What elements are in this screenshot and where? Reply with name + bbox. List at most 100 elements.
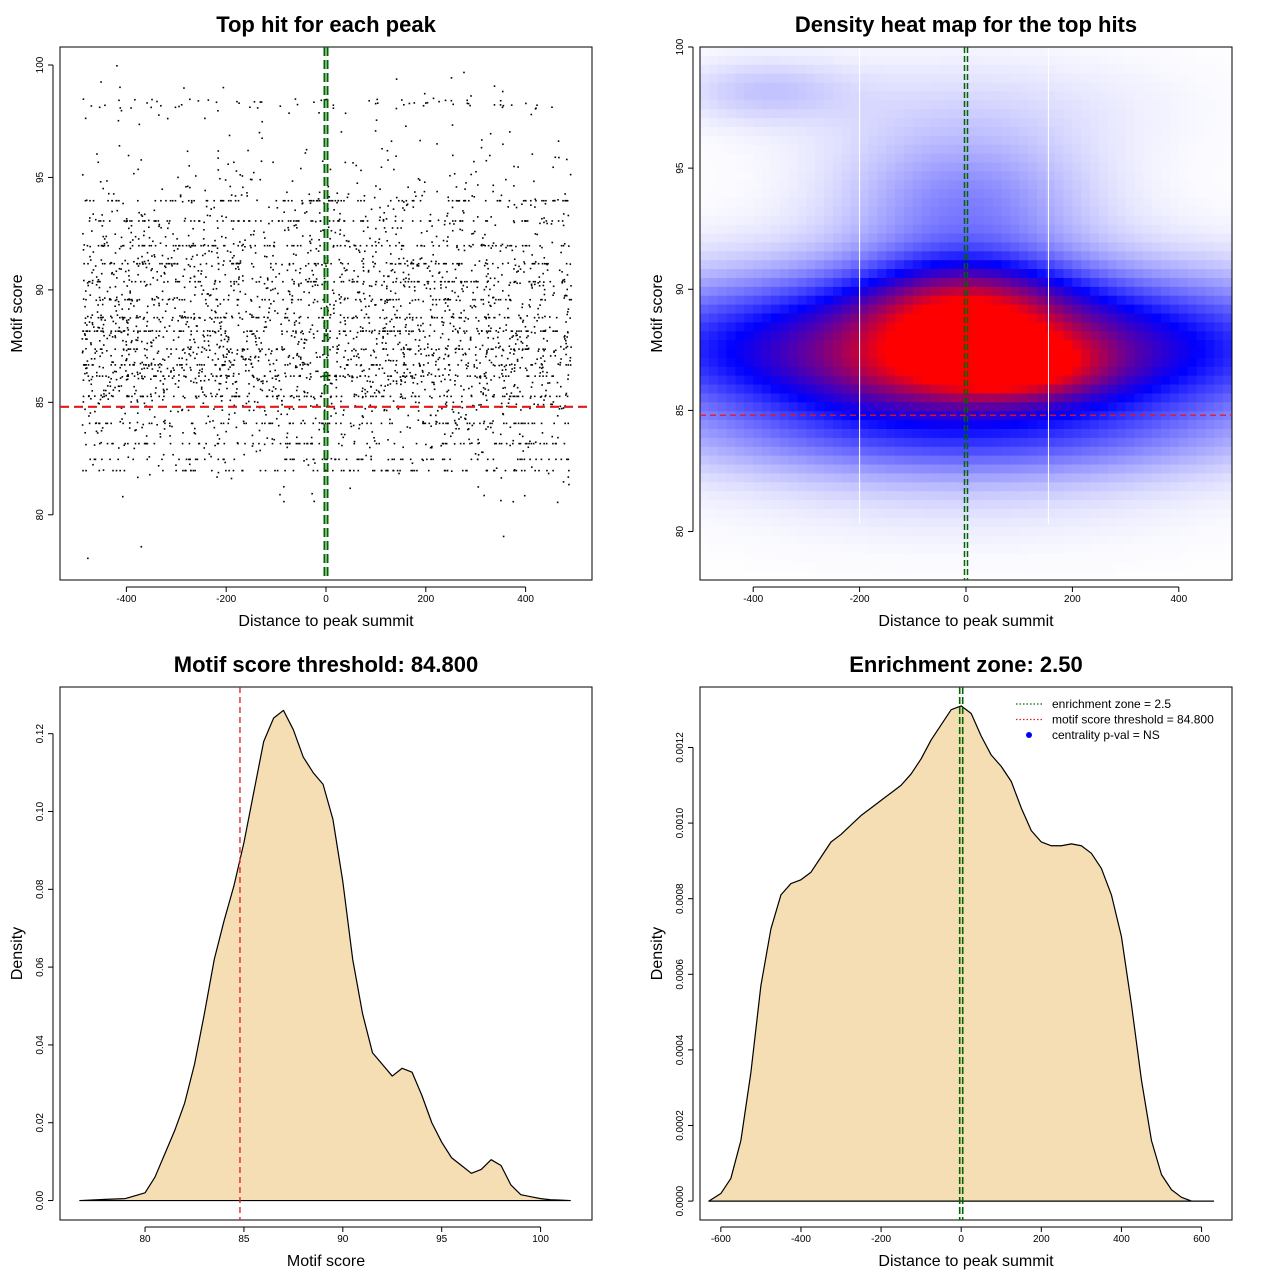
scatter-point [557,382,559,384]
heatmap-cell [735,91,744,100]
scatter-point [95,299,97,301]
scatter-point [434,281,436,283]
heatmap-cell [709,465,718,474]
heatmap-cell [709,127,718,136]
scatter-point [560,459,562,461]
scatter-point [487,459,489,461]
scatter-point [134,430,136,432]
scatter-point [311,443,313,445]
scatter-point [209,453,211,455]
scatter-point [486,352,488,354]
scatter-point [156,296,158,298]
heatmap-cell [718,56,727,65]
heatmap-cell [735,65,744,74]
scatter-point [107,245,109,247]
scatter-point [211,251,213,253]
heatmap-cell [868,109,877,118]
scatter-point [201,270,203,272]
scatter-point [562,200,564,202]
scatter-point [182,317,184,319]
scatter-point [177,281,179,283]
scatter-point [500,245,502,247]
scatter-point [469,443,471,445]
heatmap-cell [718,234,727,243]
heatmap-cell [860,411,869,420]
scatter-point [554,200,556,202]
scatter-point [223,356,225,358]
scatter-point [463,389,465,391]
scatter-point [535,108,537,110]
scatter-point [339,219,341,221]
scatter-point [178,459,180,461]
scatter-point [492,420,494,422]
scatter-point [509,338,511,340]
heatmap-cell [789,109,798,118]
scatter-point [533,181,535,183]
scatter-point [315,281,317,283]
scatter-point [114,305,116,307]
scatter-point [373,437,375,439]
heatmap-cell [753,216,762,225]
scatter-point [123,245,125,247]
heatmap-cell [868,269,877,278]
scatter-point [261,160,263,162]
scatter-point [171,257,173,259]
scatter-point [333,292,335,294]
scatter-point [559,269,561,271]
scatter-point [389,299,391,301]
heatmap-cell [709,118,718,127]
scatter-point [511,245,513,247]
heatmap-cell [842,180,851,189]
scatter-point [479,423,481,425]
heatmap-cell [842,171,851,180]
scatter-point [356,248,358,250]
scatter-point [444,470,446,472]
scatter-point [207,416,209,418]
scatter-point [200,264,202,266]
heatmap-cell [780,562,789,571]
scatter-point [466,286,468,288]
heatmap-cell [886,465,895,474]
scatter-point [207,245,209,247]
scatter-point [306,443,308,445]
scatter-point [401,99,403,101]
scatter-point [521,357,523,359]
scatter-point [156,271,158,273]
heatmap-cell [815,56,824,65]
scatter-point [389,423,391,425]
scatter-point [371,364,373,366]
scatter-point [547,269,549,271]
scatter-point [97,432,99,434]
heatmap-cell [824,189,833,198]
scatter-point [396,372,398,374]
scatter-point [214,445,216,447]
scatter-point [551,404,553,406]
scatter-point [308,263,310,265]
heatmap-cell [744,83,753,92]
scatter-point [485,372,487,374]
heatmap-cell [744,358,753,367]
scatter-point [230,362,232,364]
scatter-point [379,364,381,366]
heatmap-cell [806,91,815,100]
heatmap-cell [709,83,718,92]
heatmap-cell [789,162,798,171]
heatmap-cell [771,385,780,394]
heatmap-cell [806,314,815,323]
heatmap-cell [833,207,842,216]
scatter-point [104,105,106,107]
scatter-point [513,220,515,222]
scatter-point [468,348,470,350]
scatter-point [279,494,281,496]
heatmap-cell [806,83,815,92]
heatmap-cell [815,509,824,518]
scatter-point [412,375,414,377]
scatter-point [435,349,437,351]
scatter-point [458,265,460,267]
scatter-point [136,399,138,401]
scatter-point [149,409,151,411]
scatter-point [388,459,390,461]
heatmap-cell [824,225,833,234]
scatter-point [522,303,524,305]
heatmap-cell [735,56,744,65]
